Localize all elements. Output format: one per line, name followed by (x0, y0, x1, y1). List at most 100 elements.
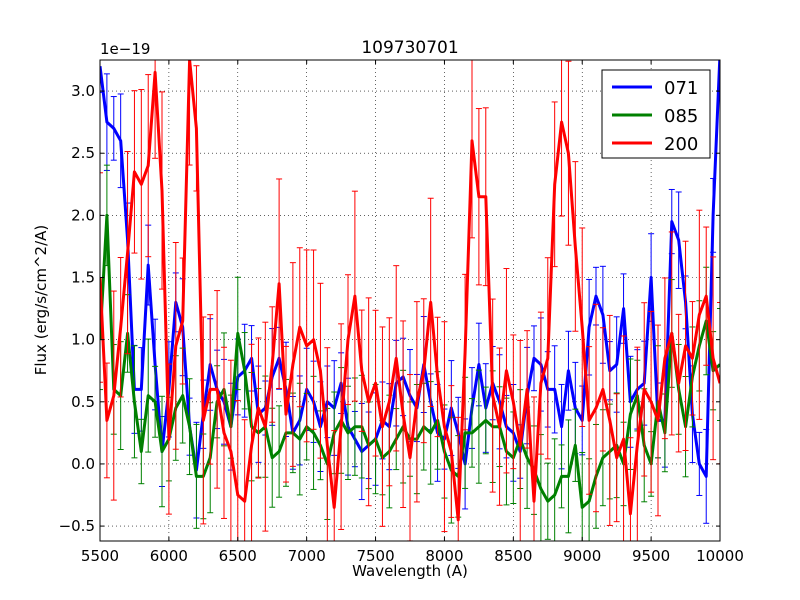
data-point (629, 413, 631, 415)
data-point (547, 357, 549, 359)
data-point (705, 475, 707, 477)
data-point (561, 426, 563, 428)
x-tick-label: 6000 (150, 547, 188, 565)
data-point (347, 432, 349, 434)
data-point (691, 357, 693, 359)
data-point (567, 370, 569, 372)
data-point (540, 382, 542, 384)
data-point (567, 475, 569, 477)
x-tick-label: 9500 (632, 547, 670, 565)
data-point (140, 451, 142, 453)
data-point (443, 426, 445, 428)
data-point (547, 500, 549, 502)
data-point (271, 364, 273, 366)
data-point (292, 364, 294, 366)
data-point (333, 506, 335, 508)
y-tick-label: 0.5 (71, 393, 95, 411)
data-point (519, 444, 521, 446)
data-point (712, 357, 714, 359)
data-point (616, 364, 618, 366)
x-tick-label: 8000 (425, 547, 463, 565)
x-tick-label: 9000 (563, 547, 601, 565)
data-point (299, 438, 301, 440)
data-point (395, 357, 397, 359)
data-point (326, 444, 328, 446)
data-point (106, 121, 108, 123)
data-point (113, 395, 115, 397)
data-point (561, 475, 563, 477)
data-point (140, 388, 142, 390)
data-point (664, 357, 666, 359)
data-point (464, 351, 466, 353)
data-point (588, 326, 590, 328)
data-point (478, 426, 480, 428)
data-point (168, 438, 170, 440)
data-point (430, 301, 432, 303)
y-offset-label: 1e−19 (100, 40, 150, 58)
y-tick-label: −0.5 (59, 517, 95, 535)
data-point (140, 183, 142, 185)
data-point (471, 432, 473, 434)
data-point (457, 519, 459, 521)
data-point (712, 214, 714, 216)
data-point (416, 401, 418, 403)
data-point (533, 500, 535, 502)
data-point (354, 426, 356, 428)
data-point (430, 432, 432, 434)
data-point (216, 388, 218, 390)
data-point (478, 364, 480, 366)
data-point (478, 196, 480, 198)
data-point (368, 401, 370, 403)
y-tick-label: 3.0 (71, 82, 95, 100)
data-point (154, 364, 156, 366)
data-point (512, 401, 514, 403)
data-point (182, 395, 184, 397)
data-point (616, 457, 618, 459)
data-point (133, 171, 135, 173)
y-axis-label: Flux (erg/s/cm^2/A) (32, 225, 50, 376)
data-point (313, 432, 315, 434)
x-tick-label: 8500 (494, 547, 532, 565)
y-tick-label: 1.5 (71, 269, 95, 287)
data-point (526, 388, 528, 390)
data-point (133, 401, 135, 403)
data-point (127, 252, 129, 254)
data-point (505, 370, 507, 372)
data-point (499, 426, 501, 428)
data-point (244, 500, 246, 502)
x-tick-label: 6500 (219, 547, 257, 565)
data-point (581, 326, 583, 328)
data-point (657, 419, 659, 421)
data-point (381, 426, 383, 428)
data-point (540, 488, 542, 490)
x-tick-label: 10000 (696, 547, 744, 565)
data-point (154, 401, 156, 403)
y-tick-label: 0.0 (71, 455, 95, 473)
data-point (388, 401, 390, 403)
plot-frame (99, 59, 721, 542)
data-point (175, 345, 177, 347)
data-point (147, 165, 149, 167)
data-point (423, 370, 425, 372)
data-point (554, 183, 556, 185)
data-point (574, 407, 576, 409)
data-point (567, 152, 569, 154)
data-point (643, 388, 645, 390)
data-point (602, 314, 604, 316)
y-tick-label: 2.5 (71, 144, 95, 162)
x-tick-label: 7000 (288, 547, 326, 565)
data-point (685, 345, 687, 347)
legend-label-071: 071 (664, 78, 698, 99)
data-point (485, 419, 487, 421)
data-point (595, 295, 597, 297)
data-point (636, 444, 638, 446)
data-point (554, 388, 556, 390)
data-point (340, 426, 342, 428)
x-tick-label: 5500 (81, 547, 119, 565)
data-point (195, 475, 197, 477)
data-point (147, 395, 149, 397)
data-point (120, 140, 122, 142)
data-point (409, 457, 411, 459)
data-point (581, 506, 583, 508)
